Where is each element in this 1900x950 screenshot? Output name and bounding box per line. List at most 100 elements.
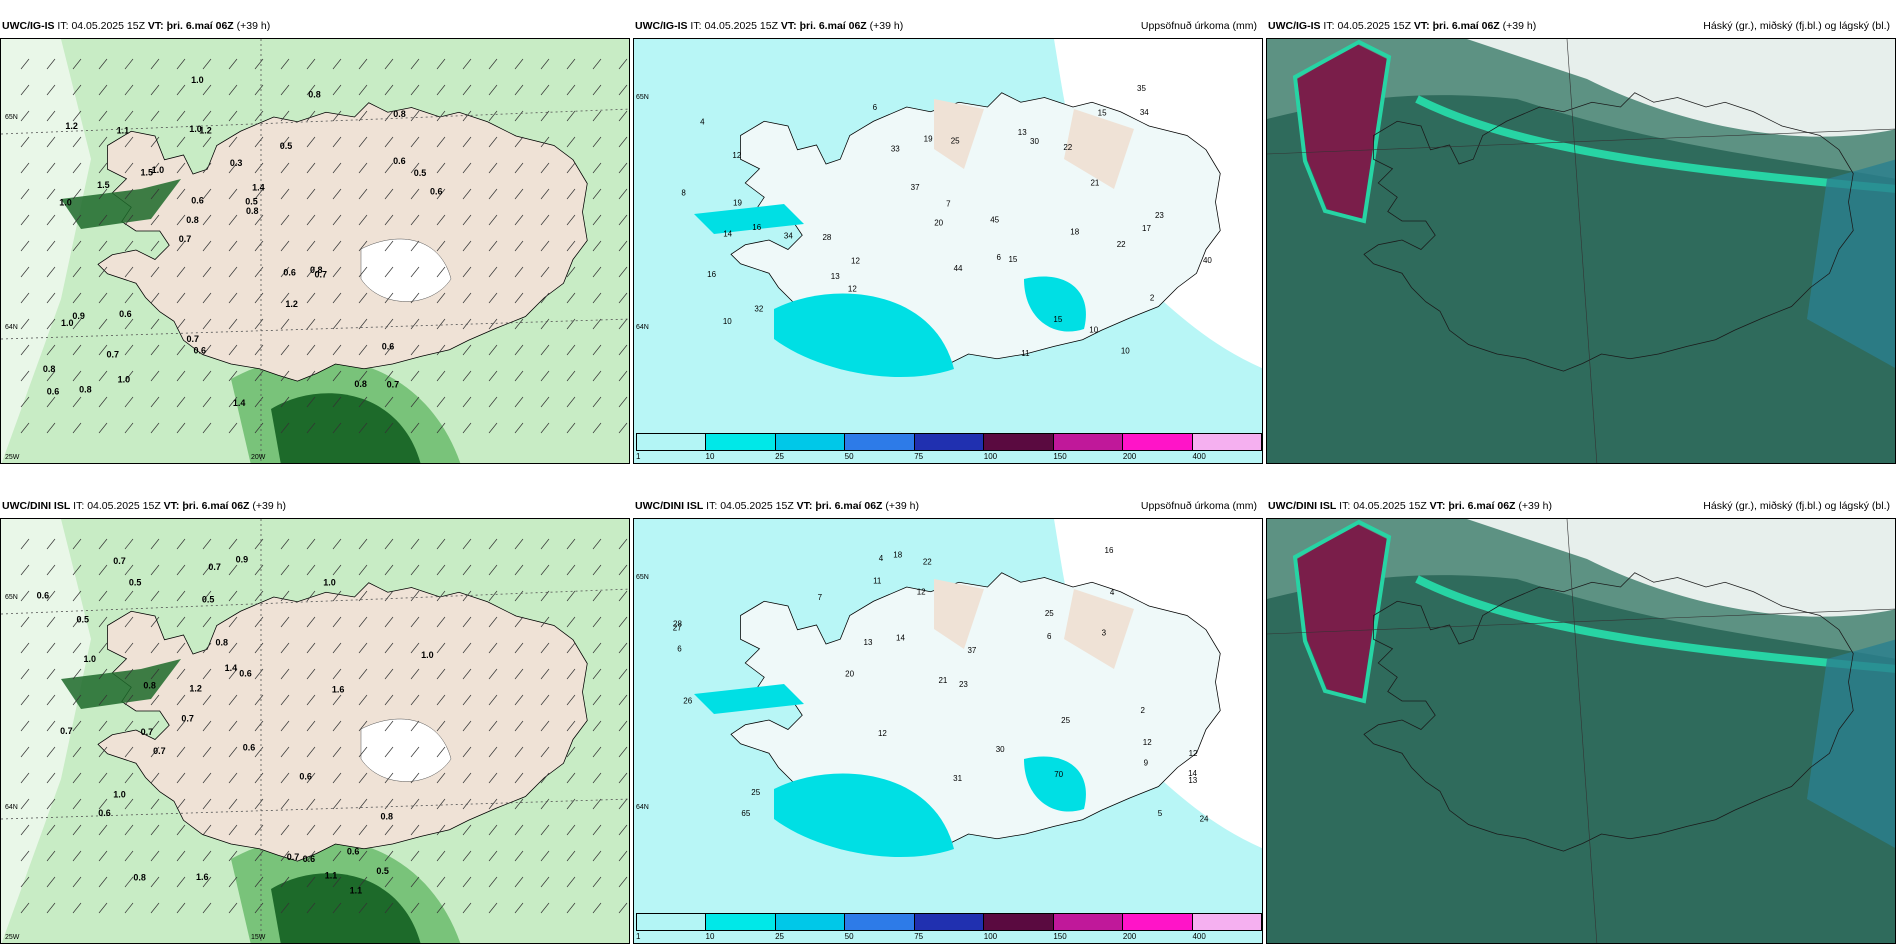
- init-time: 04.05.2025 15Z: [87, 500, 161, 512]
- legend-swatch: [1192, 434, 1261, 450]
- wind-barb: [618, 318, 628, 330]
- precip-value-label: 7: [818, 593, 823, 602]
- low-cloud-area: [1807, 639, 1895, 848]
- precip-value-label: 20: [934, 218, 943, 227]
- wind-barb: [46, 668, 56, 680]
- wind-barb: [436, 616, 446, 628]
- wind-barb: [514, 876, 524, 888]
- wind-barb: [228, 396, 238, 408]
- wind-barb: [592, 642, 602, 654]
- iceland-outline: [1363, 92, 1854, 372]
- valid-time-label: VT:: [147, 20, 164, 32]
- cloud-title: Háský (gr.), miðský (fj.bl.) og lágský (…: [1703, 500, 1890, 512]
- wind-barb: [618, 370, 628, 382]
- wind-barb: [20, 266, 30, 278]
- wind-barb: [46, 798, 56, 810]
- precip-value-label: 13: [831, 272, 840, 281]
- wind-gust-label: 0.6: [119, 309, 132, 319]
- precip-value-label: 18: [893, 551, 902, 560]
- wind-barb: [150, 292, 160, 304]
- wind-barb: [124, 720, 134, 732]
- wind-barb: [98, 318, 108, 330]
- wind-gust-label: 0.5: [77, 615, 90, 625]
- wind-barb: [436, 110, 446, 122]
- wind-barb: [202, 292, 212, 304]
- wind-barb: [176, 422, 186, 434]
- cloud-panel-header: UWC/IG-IS IT: 04.05.2025 15Z VT: þri. 6.…: [1266, 16, 1896, 36]
- model-name: UWC/IG-IS: [1268, 20, 1321, 32]
- wind-barb: [410, 564, 420, 576]
- wind-barb: [20, 590, 30, 602]
- wind-barb: [436, 642, 446, 654]
- wind-barb: [410, 162, 420, 174]
- precip-value-label: 13: [864, 638, 873, 647]
- wind-barb: [462, 136, 472, 148]
- wind-barb: [358, 668, 368, 680]
- wind-barb: [176, 136, 186, 148]
- wind-barb: [462, 422, 472, 434]
- wind-barb: [72, 798, 82, 810]
- wind-barb: [462, 370, 472, 382]
- wind-barb: [618, 110, 628, 122]
- wind-barb: [566, 58, 576, 70]
- precip-value-label: 12: [851, 257, 860, 266]
- wind-barb: [228, 318, 238, 330]
- wind-barb: [384, 214, 394, 226]
- wind-barb: [228, 240, 238, 252]
- wind-barb: [514, 850, 524, 862]
- wind-barb: [592, 188, 602, 200]
- wind-barb: [384, 746, 394, 758]
- wind-barb: [20, 772, 30, 784]
- wind-barb: [306, 344, 316, 356]
- wind-barb: [20, 720, 30, 732]
- wind-barb: [618, 188, 628, 200]
- wind-barb: [150, 668, 160, 680]
- precip-value-label: 7: [946, 199, 951, 208]
- wind-barb: [280, 850, 290, 862]
- wind-barb: [150, 694, 160, 706]
- wind-barb: [228, 564, 238, 576]
- wind-barb: [20, 642, 30, 654]
- precip-value-label: 45: [990, 215, 999, 224]
- wind-barb: [618, 772, 628, 784]
- precip-band: [694, 684, 804, 714]
- wind-barb: [358, 616, 368, 628]
- wind-barb: [592, 292, 602, 304]
- wind-barb: [72, 370, 82, 382]
- wind-barb: [332, 396, 342, 408]
- legend-ticks: 1 10 25 50 75 100 150 200 400: [636, 931, 1262, 943]
- wind-barb: [306, 668, 316, 680]
- legend-tick: 150: [1053, 932, 1067, 941]
- wind-barb: [228, 616, 238, 628]
- precip-value-label: 6: [996, 253, 1001, 262]
- precip-value-label: 13: [1018, 128, 1027, 137]
- wind-gust-label: 1.4: [252, 183, 265, 193]
- wind-barb: [514, 370, 524, 382]
- wind-barb: [332, 590, 342, 602]
- wind-barb: [280, 344, 290, 356]
- wind-barb: [150, 318, 160, 330]
- valid-time: þri. 6.maí 06Z: [182, 500, 250, 512]
- wind-barb: [462, 824, 472, 836]
- precip-title: Uppsöfnuð úrkoma (mm): [1140, 500, 1257, 512]
- wind-barb: [150, 538, 160, 550]
- valid-time: þri. 6.maí 06Z: [1448, 500, 1516, 512]
- wind-barb: [176, 162, 186, 174]
- legend-swatch: [775, 914, 846, 930]
- legend-tick: 400: [1192, 452, 1206, 461]
- wind-barb: [462, 344, 472, 356]
- lead-time: (+39 h): [1518, 500, 1552, 512]
- valid-time: þri. 6.maí 06Z: [1432, 20, 1500, 32]
- wind-gust-label: 1.1: [325, 870, 338, 880]
- wind-map: 0.6 0.7 0.6 0.7 0.5 0.7 1.6 1.2 1.0 0.6 0.5 0.5 1.0 0…: [0, 518, 630, 944]
- wind-barb: [72, 902, 82, 914]
- wind-barb: [20, 396, 30, 408]
- legend-tick: 100: [983, 452, 998, 461]
- wind-barb: [254, 188, 264, 200]
- wind-barb: [72, 84, 82, 96]
- wind-barb: [332, 798, 342, 810]
- wind-barb: [98, 772, 108, 784]
- precip-value-label: 12: [878, 729, 887, 738]
- wind-barb: [618, 538, 628, 550]
- legend-swatch: [637, 914, 707, 930]
